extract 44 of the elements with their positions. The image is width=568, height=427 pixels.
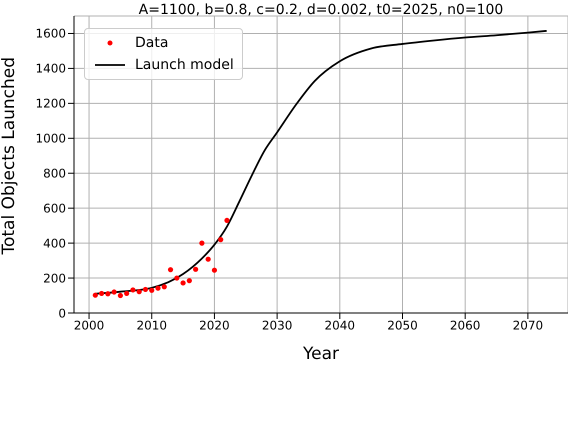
y-tick-label: 1600: [35, 26, 66, 41]
x-tick-label: 2060: [450, 318, 480, 333]
point: [162, 284, 167, 290]
x-tick-label: 2010: [136, 318, 168, 333]
y-axis-title: Total Objects Launched: [0, 56, 20, 256]
point: [174, 275, 180, 281]
legend-label: Data: [135, 35, 168, 51]
x-tick-label: 2000: [74, 318, 104, 333]
point: [124, 290, 130, 296]
y-tick-label: 0: [58, 306, 66, 320]
y-tick-label: 400: [43, 236, 66, 250]
y-tick-label: 1200: [35, 96, 66, 111]
point: [206, 256, 211, 262]
point: [130, 287, 136, 293]
x-tick-label: 2050: [387, 318, 418, 333]
y-tick-label: 1000: [35, 132, 66, 146]
point: [112, 289, 117, 295]
chart-title: A=1100, b=0.8, c=0.2, d=0.002, t0=2025, n0=100: [138, 2, 504, 18]
x-axis-title: Year: [302, 344, 340, 364]
point: [118, 292, 123, 298]
y-tick-label: 800: [43, 166, 66, 180]
point: [180, 280, 186, 286]
point: [212, 268, 218, 273]
point: [98, 290, 104, 296]
x-tick-label: 2020: [199, 318, 230, 333]
y-tick-label: 200: [43, 271, 66, 286]
y-tick-label: 1400: [35, 62, 66, 76]
legend-label: Launch model: [135, 57, 234, 73]
point: [186, 278, 192, 284]
point: [193, 266, 198, 272]
point: [149, 288, 154, 293]
point: [92, 292, 98, 298]
x-tick-label: 2070: [512, 318, 544, 333]
point: [199, 240, 204, 246]
point: [136, 289, 142, 294]
point: [168, 267, 174, 272]
point: [224, 218, 230, 224]
point: [155, 286, 161, 291]
y-tick-label: 600: [43, 201, 66, 216]
point: [105, 291, 110, 296]
x-tick-label: 2040: [324, 318, 356, 333]
point: [142, 286, 148, 292]
x-tick-label: 2030: [262, 318, 292, 333]
point: [218, 237, 224, 242]
